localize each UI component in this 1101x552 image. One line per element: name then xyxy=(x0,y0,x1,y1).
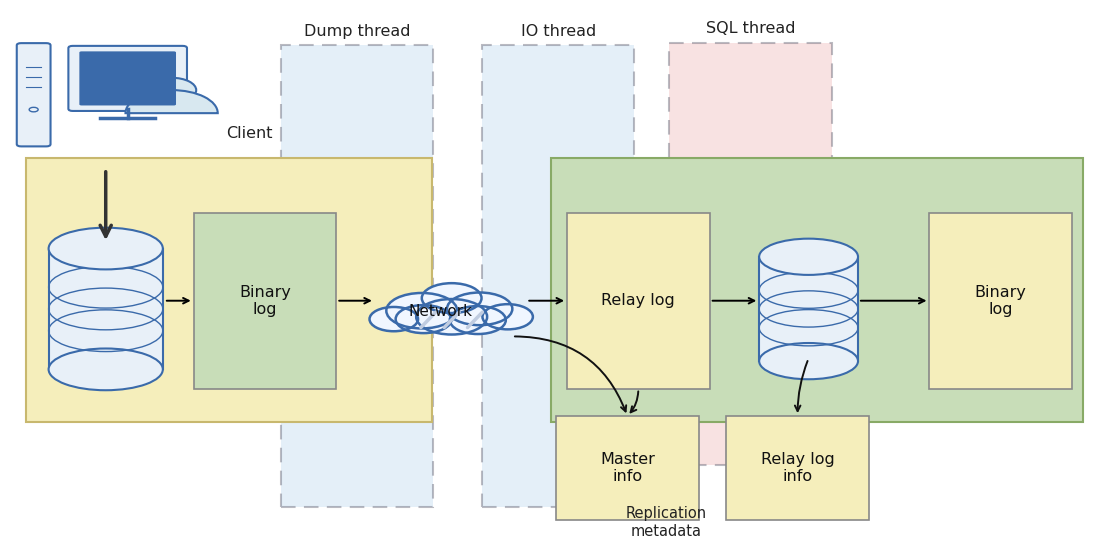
Ellipse shape xyxy=(48,348,163,390)
Circle shape xyxy=(450,306,505,334)
Ellipse shape xyxy=(48,227,163,269)
FancyBboxPatch shape xyxy=(556,416,699,521)
Text: IO thread: IO thread xyxy=(521,24,596,39)
FancyBboxPatch shape xyxy=(727,416,869,521)
FancyBboxPatch shape xyxy=(25,158,432,422)
Circle shape xyxy=(422,283,481,313)
FancyBboxPatch shape xyxy=(194,213,336,389)
Text: Master
info: Master info xyxy=(600,452,655,485)
Text: Client: Client xyxy=(227,126,273,141)
Circle shape xyxy=(482,304,533,330)
Bar xyxy=(760,257,858,361)
Wedge shape xyxy=(126,90,218,113)
Text: Binary
log: Binary log xyxy=(974,284,1027,317)
Circle shape xyxy=(395,305,451,333)
Circle shape xyxy=(370,307,418,331)
FancyBboxPatch shape xyxy=(482,45,634,507)
Circle shape xyxy=(386,293,457,328)
Bar xyxy=(48,248,163,369)
FancyBboxPatch shape xyxy=(282,45,433,507)
Text: Binary
log: Binary log xyxy=(239,284,291,317)
FancyBboxPatch shape xyxy=(17,43,51,146)
Ellipse shape xyxy=(760,238,858,275)
Ellipse shape xyxy=(760,343,858,379)
Text: Dump thread: Dump thread xyxy=(304,24,411,39)
Text: Relay log
info: Relay log info xyxy=(761,452,835,485)
FancyBboxPatch shape xyxy=(567,213,710,389)
FancyBboxPatch shape xyxy=(929,213,1072,389)
Text: Relay log: Relay log xyxy=(601,293,675,308)
FancyBboxPatch shape xyxy=(68,46,187,111)
Text: Replication
metadata: Replication metadata xyxy=(625,506,707,539)
FancyBboxPatch shape xyxy=(79,51,176,105)
Text: Network: Network xyxy=(408,304,472,319)
Text: SQL thread: SQL thread xyxy=(706,21,795,36)
FancyBboxPatch shape xyxy=(550,158,1083,422)
Bar xyxy=(389,317,515,331)
Circle shape xyxy=(447,293,512,325)
FancyBboxPatch shape xyxy=(669,43,831,465)
Circle shape xyxy=(148,78,196,102)
Circle shape xyxy=(416,299,487,335)
